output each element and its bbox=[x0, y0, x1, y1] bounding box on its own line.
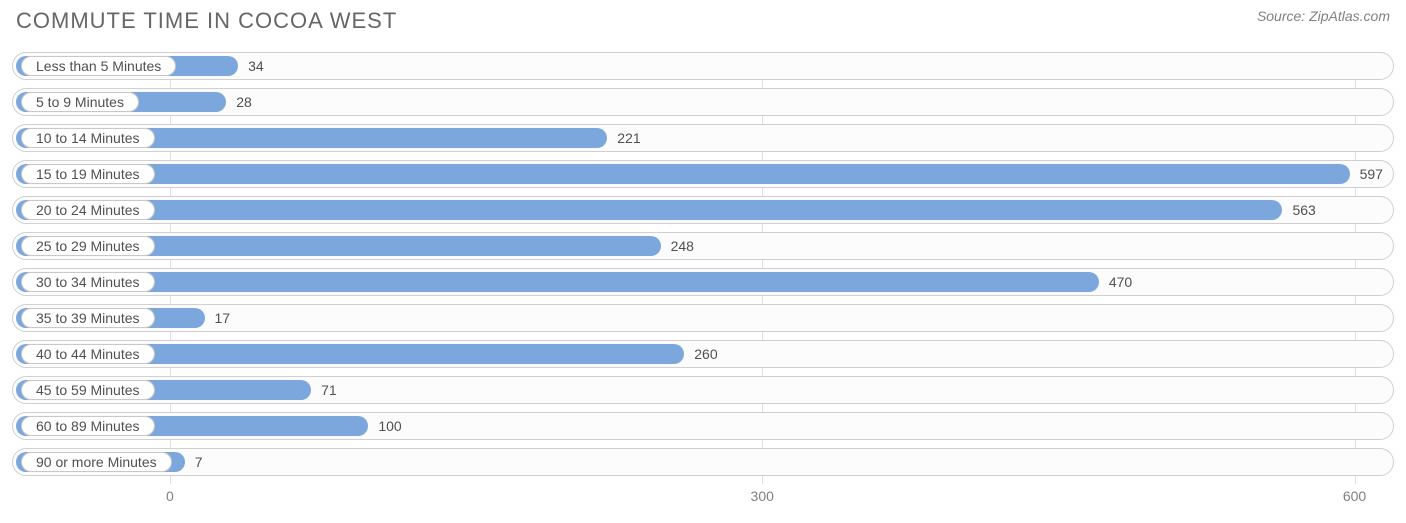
bar-track: 30 to 34 Minutes 470 bbox=[12, 268, 1394, 296]
bar-value-label: 71 bbox=[321, 382, 337, 398]
x-tick-label: 0 bbox=[166, 488, 174, 504]
bar-value-label: 248 bbox=[671, 238, 694, 254]
bar-value-label: 28 bbox=[236, 94, 252, 110]
plot-area: Less than 5 Minutes 34 5 to 9 Minutes 28 10 … bbox=[12, 52, 1394, 492]
bar-fill bbox=[16, 272, 1099, 292]
bar-track: 10 to 14 Minutes 221 bbox=[12, 124, 1394, 152]
x-tick-label: 300 bbox=[751, 488, 774, 504]
bar-category-label: 15 to 19 Minutes bbox=[21, 164, 155, 184]
bar-category-label: 25 to 29 Minutes bbox=[21, 236, 155, 256]
bar-value-label: 17 bbox=[215, 310, 231, 326]
bar-track: 35 to 39 Minutes 17 bbox=[12, 304, 1394, 332]
bar-category-label: 10 to 14 Minutes bbox=[21, 128, 155, 148]
bar-track: 45 to 59 Minutes 71 bbox=[12, 376, 1394, 404]
x-tick-label: 600 bbox=[1343, 488, 1366, 504]
bar-value-label: 260 bbox=[694, 346, 717, 362]
bar-value-label: 563 bbox=[1292, 202, 1315, 218]
bar-track: 90 or more Minutes 7 bbox=[12, 448, 1394, 476]
bar-track: 25 to 29 Minutes 248 bbox=[12, 232, 1394, 260]
bar-value-label: 597 bbox=[1360, 166, 1383, 182]
bar-category-label: 20 to 24 Minutes bbox=[21, 200, 155, 220]
x-axis: 0 300 600 bbox=[12, 484, 1394, 508]
bar-category-label: 90 or more Minutes bbox=[21, 452, 172, 472]
bar-track: 60 to 89 Minutes 100 bbox=[12, 412, 1394, 440]
bar-track: 5 to 9 Minutes 28 bbox=[12, 88, 1394, 116]
bar-category-label: 35 to 39 Minutes bbox=[21, 308, 155, 328]
chart-header: COMMUTE TIME IN COCOA WEST Source: ZipAt… bbox=[12, 8, 1394, 34]
bar-track: Less than 5 Minutes 34 bbox=[12, 52, 1394, 80]
bar-category-label: 60 to 89 Minutes bbox=[21, 416, 155, 436]
bar-category-label: 30 to 34 Minutes bbox=[21, 272, 155, 292]
bar-value-label: 7 bbox=[195, 454, 203, 470]
bar-fill bbox=[16, 200, 1282, 220]
chart-source: Source: ZipAtlas.com bbox=[1257, 8, 1390, 24]
bar-value-label: 470 bbox=[1109, 274, 1132, 290]
chart-title: COMMUTE TIME IN COCOA WEST bbox=[16, 8, 397, 34]
bar-value-label: 221 bbox=[617, 130, 640, 146]
bar-category-label: 5 to 9 Minutes bbox=[21, 92, 139, 112]
bar-track: 40 to 44 Minutes 260 bbox=[12, 340, 1394, 368]
bar-category-label: Less than 5 Minutes bbox=[21, 56, 176, 76]
bars-group: Less than 5 Minutes 34 5 to 9 Minutes 28 10 … bbox=[12, 52, 1394, 476]
bar-value-label: 100 bbox=[378, 418, 401, 434]
bar-fill bbox=[16, 164, 1350, 184]
chart-container: COMMUTE TIME IN COCOA WEST Source: ZipAt… bbox=[0, 0, 1406, 523]
bar-value-label: 34 bbox=[248, 58, 264, 74]
bar-track: 15 to 19 Minutes 597 bbox=[12, 160, 1394, 188]
bar-category-label: 45 to 59 Minutes bbox=[21, 380, 155, 400]
bar-category-label: 40 to 44 Minutes bbox=[21, 344, 155, 364]
bar-track: 20 to 24 Minutes 563 bbox=[12, 196, 1394, 224]
